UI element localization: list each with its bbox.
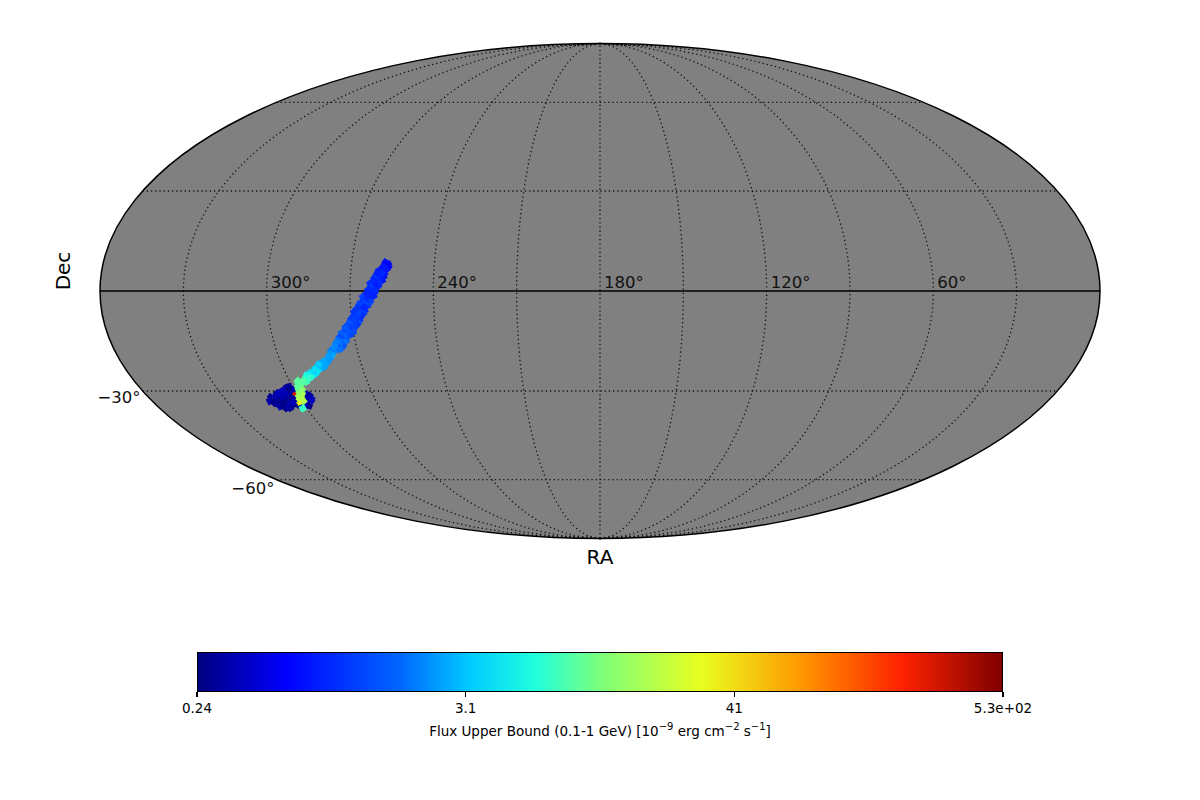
ra-tick-label: 180° [604,273,644,292]
colorbar-tick [465,692,466,697]
colorbar-label: Flux Upper Bound (0.1-1 GeV) [10−9 erg c… [429,721,771,739]
colorbar-tick-label: 0.24 [182,700,212,716]
y-axis-label: Dec [51,252,75,291]
colorbar-tick [196,692,197,697]
ra-tick-label: 120° [771,273,811,292]
colorbar-tick-label: 41 [726,700,743,716]
colorbar-tick-label: 5.3e+02 [974,700,1032,716]
colorbar-tick [1002,692,1003,697]
ra-tick-label: 60° [937,273,966,292]
figure: 300° 240° 180° 120° 60° −30° −60° Dec RA 0.24 3… [0,0,1200,800]
colorbar-tick-label: 3.1 [455,700,476,716]
x-axis-label: RA [587,545,614,569]
dec-tick-label: −30° [98,388,141,407]
colorbar-tick [734,692,735,697]
colorbar [197,652,1003,692]
ra-tick-label: 240° [437,273,477,292]
ra-tick-label: 300° [271,273,311,292]
dec-tick-label: −60° [231,479,274,498]
